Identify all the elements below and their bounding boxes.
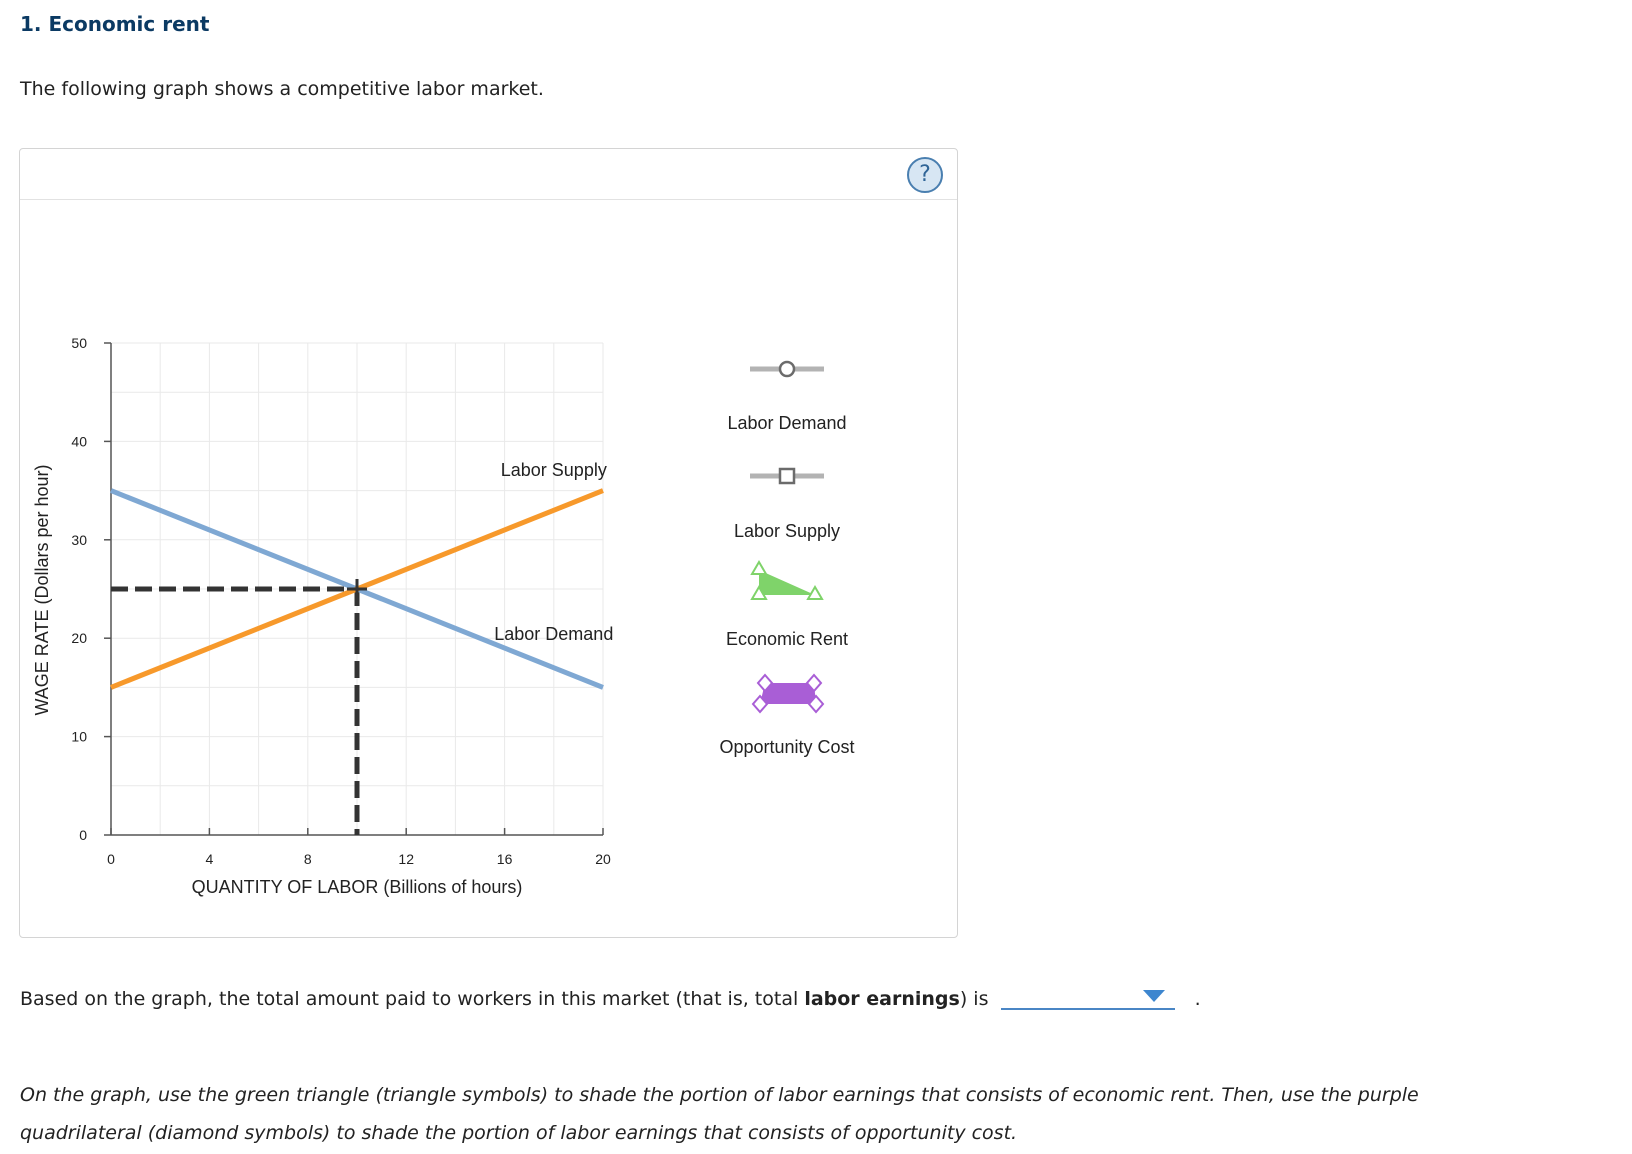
triangle-vertex-icon	[750, 560, 768, 575]
y-tick-label: 40	[71, 433, 87, 449]
y-tick-label: 20	[71, 630, 87, 646]
instructions-text: On the graph, use the green triangle (tr…	[20, 1084, 1419, 1144]
x-tick-label: 12	[398, 851, 414, 867]
diamond-vertex-icon	[756, 673, 774, 693]
y-tick-label: 50	[71, 335, 87, 351]
circle-point-icon[interactable]	[778, 360, 796, 378]
y-tick-label: 30	[71, 532, 87, 548]
triangle-vertex-icon	[806, 585, 824, 600]
graph-panel: ? 0 10 20 30 40 50 0 4 8 12 16 20 QUANTITY OF LABOR …	[19, 148, 958, 938]
green-triangle-icon[interactable]	[759, 570, 815, 595]
y-tick-label: 0	[79, 827, 87, 843]
x-tick-label: 16	[497, 851, 513, 867]
chevron-down-icon[interactable]	[1142, 990, 1165, 1002]
triangle-vertex-icon	[750, 585, 768, 600]
intro-text: The following graph shows a competitive …	[20, 78, 544, 100]
x-tick-label: 4	[206, 851, 214, 867]
question-text-pre: Based on the graph, the total amount pai…	[20, 988, 805, 1010]
labor-demand-label: Labor Demand	[494, 624, 613, 644]
x-tick-label: 0	[107, 851, 115, 867]
labor-market-chart[interactable]: 0 10 20 30 40 50 0 4 8 12 16 20 QUANTITY OF LABOR (B…	[20, 199, 957, 939]
panel-header: ?	[20, 149, 957, 200]
diamond-vertex-icon	[807, 694, 825, 714]
legend-labor-demand[interactable]: Labor Demand	[727, 360, 847, 433]
x-tick-label: 8	[304, 851, 312, 867]
curve-labels: Labor Supply Labor Demand	[494, 460, 613, 644]
diamond-vertex-icon	[751, 694, 769, 714]
axes: 0 10 20 30 40 50 0 4 8 12 16 20 QUANTITY OF LABOR (B…	[32, 335, 611, 897]
legend-label: Labor Supply	[734, 521, 840, 541]
question-text-bold: labor earnings	[804, 988, 960, 1010]
legend-economic-rent[interactable]: Economic Rent	[726, 560, 848, 649]
labor-supply-label: Labor Supply	[501, 460, 607, 480]
help-icon[interactable]: ?	[907, 157, 943, 193]
legend-opportunity-cost[interactable]: Opportunity Cost	[719, 673, 855, 757]
legend-label: Labor Demand	[727, 413, 846, 433]
legend-label: Economic Rent	[726, 629, 848, 649]
legend-label: Opportunity Cost	[719, 737, 854, 757]
labor-earnings-question: Based on the graph, the total amount pai…	[20, 984, 1201, 1010]
question-text-post: ) is	[959, 988, 989, 1010]
question-period: .	[1194, 988, 1201, 1010]
legend-labor-supply[interactable]: Labor Supply	[734, 467, 840, 541]
series	[110, 488, 604, 835]
labor-earnings-dropdown[interactable]	[1000, 984, 1175, 1010]
question-title: 1. Economic rent	[20, 12, 210, 36]
y-axis-label: WAGE RATE (Dollars per hour)	[32, 464, 52, 715]
x-axis-label: QUANTITY OF LABOR (Billions of hours)	[192, 877, 523, 897]
y-tick-label: 10	[71, 729, 87, 745]
purple-quadrilateral-icon[interactable]	[760, 683, 816, 704]
diamond-vertex-icon	[805, 673, 823, 693]
square-point-icon[interactable]	[778, 467, 796, 485]
x-tick-label: 20	[595, 851, 611, 867]
